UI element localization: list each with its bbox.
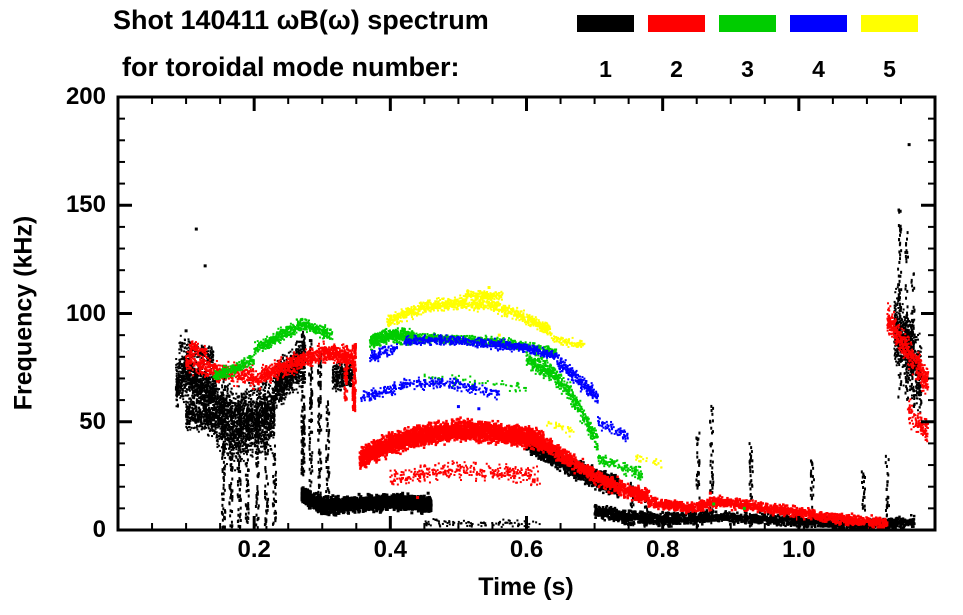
x-tick-label-0.4: 0.4 (373, 536, 408, 563)
x-tick-label-1.0: 1.0 (782, 536, 816, 563)
legend-label-5: 5 (883, 56, 896, 82)
x-tick-label-0.6: 0.6 (509, 536, 544, 563)
legend-swatch-4 (790, 15, 847, 32)
x-tick-label-0.8: 0.8 (645, 536, 680, 563)
y-tick-label-100: 100 (65, 299, 106, 327)
legend-swatch-1 (577, 15, 634, 32)
x-tick-label-0.2: 0.2 (237, 536, 271, 563)
chart-title: Shot 140411 ωB(ω) spectrum (113, 5, 489, 35)
legend-label-3: 3 (741, 56, 754, 82)
legend-swatch-5 (861, 15, 918, 32)
y-axis-label: Frequency (kHz) (9, 215, 38, 411)
legend-swatch-3 (719, 15, 776, 32)
legend-label-4: 4 (812, 56, 825, 82)
y-tick-label-200: 200 (65, 83, 106, 110)
legend-label-1: 1 (599, 56, 612, 82)
y-tick-label-0: 0 (92, 516, 106, 543)
y-tick-label-150: 150 (65, 191, 106, 219)
chart-subtitle: for toroidal mode number: (122, 52, 460, 82)
legend-label-2: 2 (670, 56, 683, 82)
legend-swatch-2 (648, 15, 705, 32)
x-axis-label: Time (s) (478, 573, 574, 601)
y-tick-label-50: 50 (79, 407, 106, 435)
